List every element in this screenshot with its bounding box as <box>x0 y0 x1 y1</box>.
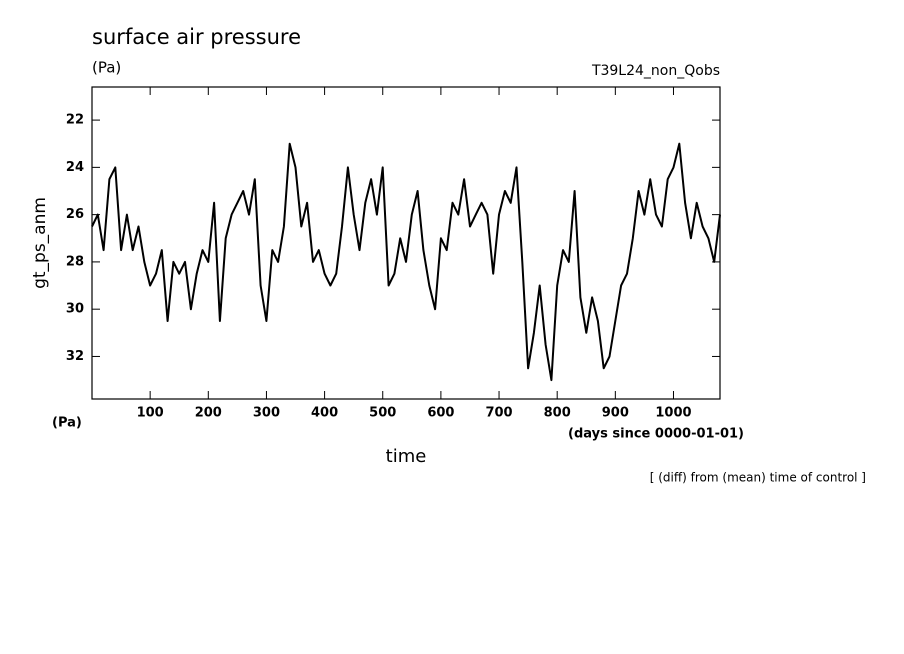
y-tick-label: 26 <box>66 207 84 222</box>
y-tick-label: 32 <box>66 349 84 364</box>
x-axis-label: time <box>386 446 427 467</box>
x-tick-label: 800 <box>544 406 571 421</box>
x-tick-label: 600 <box>427 406 454 421</box>
chart-title: surface air pressure <box>92 25 301 49</box>
x-tick-label: 1000 <box>655 406 691 421</box>
unit-label: (Pa) <box>92 59 121 77</box>
y-tick-label: 24 <box>66 160 84 175</box>
x-tick-label: 400 <box>311 406 338 421</box>
run-label: T39L24_non_Qobs <box>591 63 720 79</box>
x-tick-label: 300 <box>253 406 280 421</box>
data-line <box>91 142 721 382</box>
y-axis-label: gt_ps_anm <box>30 197 50 289</box>
x-unit-label: (days since 0000-01-01) <box>568 427 744 442</box>
x-tick-label: 200 <box>195 406 222 421</box>
y-tick-label: 22 <box>66 113 84 128</box>
x-tick-label: 900 <box>602 406 629 421</box>
y-tick-label: 30 <box>66 302 84 317</box>
x-tick-label: 500 <box>369 406 396 421</box>
note: [ (diff) from (mean) time of control ] <box>650 471 866 485</box>
y-unit-label: (Pa) <box>52 416 82 431</box>
y-tick-label: 28 <box>66 254 84 269</box>
plot-frame <box>91 86 721 400</box>
x-tick-label: 700 <box>485 406 512 421</box>
x-tick-label: 100 <box>137 406 164 421</box>
